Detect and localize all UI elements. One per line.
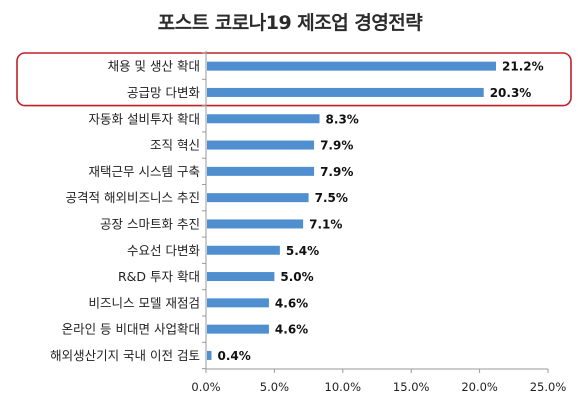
category-label: 재택근무 시스템 구축 [89,164,200,179]
x-tick-label: 20.0% [461,380,498,394]
category-label: 채용 및 생산 확대 [108,59,200,74]
value-label: 4.6% [275,296,308,310]
value-label: 0.4% [217,349,250,363]
value-label: 7.5% [315,191,348,205]
x-tick-label: 10.0% [325,380,362,394]
bar [207,166,315,176]
category-label: 공급망 다변화 [127,85,200,100]
category-label: 온라인 등 비대면 사업확대 [62,322,200,337]
highlight-box [16,52,572,107]
value-label: 7.1% [309,217,342,231]
value-label: 7.9% [320,139,353,153]
value-label: 8.3% [326,112,359,126]
category-label: 공장 스마트화 추진 [100,216,200,231]
value-label: 21.2% [502,60,544,74]
bar [207,193,309,203]
category-label: 공격적 해외비즈니스 추진 [66,190,200,205]
bar [207,87,484,97]
x-tick-label: 15.0% [393,380,430,394]
chart-title: 포스트 코로나19 제조업 경영전략 [157,12,423,34]
bar [207,298,269,308]
bar [207,140,315,150]
value-label: 7.9% [320,165,353,179]
x-tick-label: 5.0% [260,380,289,394]
value-label: 4.6% [275,323,308,337]
x-tick-label: 25.0% [530,380,567,394]
bar [207,219,304,229]
category-label: 해외생산기지 국내 이전 검토 [50,348,200,363]
category-label: R&D 투자 확대 [118,269,200,284]
bar [207,272,275,282]
category-label: 조직 혁신 [150,138,200,153]
x-tick-label: 0.0% [191,380,220,394]
bar [207,324,269,334]
category-label: 수요선 다변화 [127,243,200,258]
bar [207,245,280,255]
category-label: 자동화 설비투자 확대 [89,111,200,126]
value-label: 20.3% [490,86,532,100]
value-label: 5.4% [286,244,319,258]
bar [207,350,212,360]
bar [207,61,497,71]
value-label: 5.0% [280,270,313,284]
category-label: 비즈니스 모델 재점검 [89,295,200,310]
bar [207,114,320,124]
